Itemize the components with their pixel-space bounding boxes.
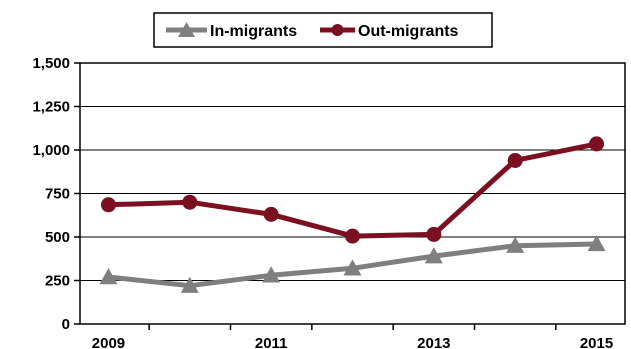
legend-swatch-in-migrants-triangle: [178, 22, 195, 37]
data-point-out-migrants: [263, 206, 279, 222]
gridlines: [80, 106, 625, 281]
series: [99, 136, 606, 293]
data-point-out-migrants: [507, 152, 523, 168]
legend-swatch-out-migrants-circle: [331, 24, 344, 36]
legend-label-out-migrants: Out-migrants: [358, 23, 459, 40]
data-point-in-migrants: [343, 259, 362, 276]
data-point-out-migrants: [100, 197, 116, 213]
data-point-in-migrants: [99, 268, 118, 285]
data-point-in-migrants: [587, 234, 606, 252]
legend-label-in-migrants: In-migrants: [210, 23, 297, 40]
series-line-out-migrants: [108, 141, 597, 239]
data-point-out-migrants: [182, 194, 198, 210]
axes: 0 250 500 750 1,000 1,250 1,500 2009 2011 2013 201…: [32, 55, 613, 349]
legend: In-migrants Out-migrants: [153, 12, 493, 48]
x-tick-label: 2015: [580, 335, 613, 349]
x-tick-label: 2013: [417, 335, 450, 349]
x-tick-label: 2009: [92, 335, 125, 349]
data-point-in-migrants: [506, 236, 525, 253]
y-tick-label: 1,500: [32, 55, 70, 72]
x-tick-label: 2011: [255, 335, 288, 349]
data-point-in-migrants: [180, 276, 199, 293]
y-tick-label: 750: [45, 186, 70, 203]
y-tick-label: 1,250: [32, 99, 70, 116]
data-point-out-migrants: [589, 136, 605, 152]
y-tick-label: 0: [62, 316, 70, 333]
data-point-out-migrants: [426, 226, 442, 242]
data-point-in-migrants: [424, 247, 443, 264]
y-tick-label: 500: [45, 229, 70, 246]
y-tick-label: 250: [45, 273, 70, 290]
y-tick-label: 1,000: [32, 142, 70, 159]
data-point-out-migrants: [345, 228, 360, 244]
data-point-in-migrants: [262, 266, 281, 283]
